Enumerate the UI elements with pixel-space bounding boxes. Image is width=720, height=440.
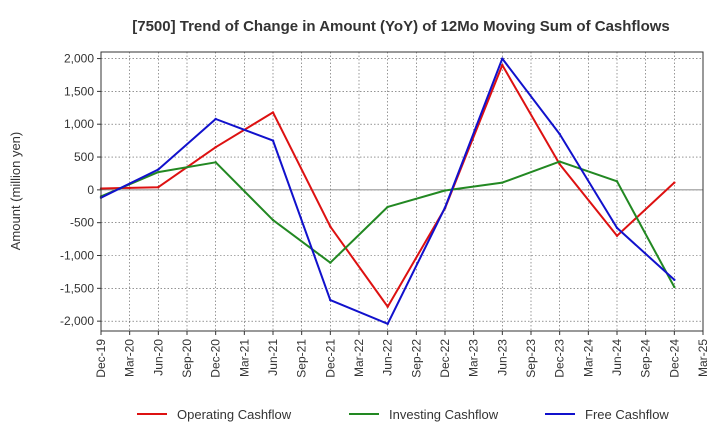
x-tick-label: Mar-20 — [123, 339, 137, 377]
x-tick-label: Sep-20 — [180, 339, 194, 378]
x-axis-ticks: Dec-19 Mar-20 Jun-20 Sep-20 Dec-20 Mar-21 Jun-… — [94, 331, 710, 378]
x-tick-label: Mar-24 — [581, 339, 595, 377]
investing-cashflow-point — [558, 160, 561, 163]
x-tick-label: Dec-20 — [209, 339, 223, 378]
legend-label-free-cashflow: Free Cashflow — [585, 407, 669, 422]
plot-frame — [100, 51, 704, 332]
x-tick-label: Jun-22 — [381, 339, 395, 376]
x-tick-label: Dec-21 — [323, 339, 337, 378]
operating-cashflow-point — [214, 145, 217, 149]
y-tick-label: 0 — [87, 183, 94, 197]
x-tick-label: Mar-25 — [696, 339, 710, 377]
free-cashflow-point — [558, 132, 561, 136]
x-tick-label: Sep-24 — [639, 339, 653, 378]
y-tick-label: 1,500 — [64, 84, 94, 98]
y-tick-label: 1,000 — [64, 117, 94, 131]
x-tick-label: Jun-21 — [266, 339, 280, 376]
x-tick-label: Mar-21 — [237, 339, 251, 377]
investing-cashflow-point — [329, 261, 332, 264]
x-tick-label: Sep-22 — [409, 339, 423, 378]
chart-title: [7500] Trend of Change in Amount (YoY) o… — [132, 18, 670, 35]
operating-cashflow-point — [673, 181, 676, 184]
operating-cashflow-point — [157, 186, 160, 189]
x-tick-label: Jun-20 — [151, 339, 165, 376]
operating-cashflow-point — [558, 163, 561, 166]
free-cashflow-point — [214, 117, 217, 121]
operating-cashflow-point — [271, 111, 275, 114]
y-tick-label: 2,000 — [64, 52, 94, 66]
x-tick-label: Dec-19 — [94, 339, 108, 378]
investing-cashflow-point — [501, 181, 504, 184]
x-tick-label: Dec-22 — [438, 339, 452, 378]
y-tick-label: -500 — [70, 216, 94, 230]
x-tick-label: Jun-24 — [610, 339, 624, 376]
free-cashflow-point — [443, 206, 447, 209]
free-cashflow-point — [329, 298, 332, 302]
y-tick-label: 500 — [74, 150, 94, 164]
investing-cashflow-point — [271, 218, 275, 222]
x-tick-label: Mar-22 — [352, 339, 366, 377]
y-axis-ticks: 2,000 1,500 1,000 500 0 -500 -1,000 -1,500 -2,00… — [60, 52, 101, 328]
investing-cashflow-point — [615, 180, 619, 183]
operating-cashflow-point — [501, 63, 504, 67]
free-cashflow-point — [386, 322, 389, 325]
operating-cashflow-point — [386, 305, 389, 308]
investing-cashflow-point — [673, 285, 676, 289]
legend-label-operating-cashflow: Operating Cashflow — [177, 407, 292, 422]
investing-cashflow-point — [157, 170, 160, 174]
operating-cashflow-point — [329, 225, 332, 228]
x-tick-label: Jun-23 — [495, 339, 509, 376]
operating-cashflow-point — [615, 234, 619, 238]
x-tick-label: Dec-24 — [667, 339, 681, 378]
free-cashflow-point — [615, 226, 619, 230]
y-tick-label: -2,000 — [60, 314, 94, 328]
y-tick-label: -1,500 — [60, 281, 94, 295]
gridlines — [100, 52, 704, 331]
investing-cashflow-point — [214, 161, 217, 164]
free-cashflow-point — [157, 168, 160, 171]
investing-cashflow-point — [386, 205, 389, 209]
x-tick-label: Sep-23 — [524, 339, 538, 378]
y-tick-label: -1,000 — [60, 249, 94, 263]
x-tick-label: Mar-23 — [467, 339, 481, 377]
free-cashflow-point — [501, 57, 504, 60]
free-cashflow-point — [271, 139, 275, 142]
series-lines — [99, 57, 676, 325]
investing-cashflow-point — [443, 189, 447, 192]
y-axis-label: Amount (million yen) — [8, 132, 23, 251]
free-cashflow-point — [673, 278, 676, 281]
legend: Operating Cashflow Investing Cashflow Free… — [137, 407, 669, 422]
operating-cashflow-line — [100, 64, 676, 308]
legend-label-investing-cashflow: Investing Cashflow — [389, 407, 499, 422]
x-tick-label: Dec-23 — [553, 339, 567, 378]
x-tick-label: Sep-21 — [295, 339, 309, 378]
operating-cashflow-point — [128, 186, 131, 190]
